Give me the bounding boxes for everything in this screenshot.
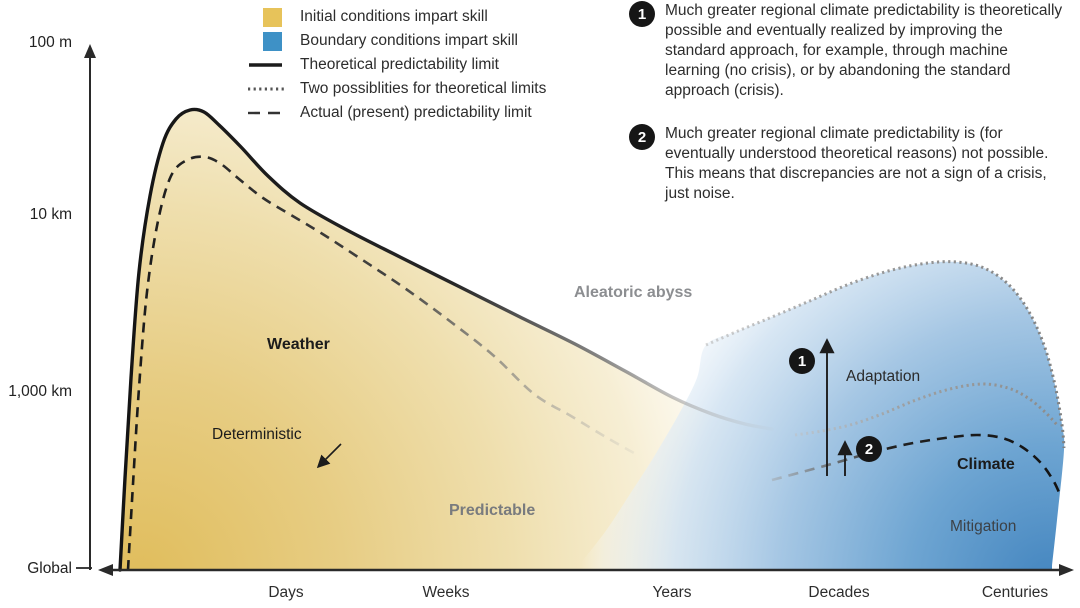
solid-line-swatch-icon (249, 63, 282, 67)
x-tick-days: Days (268, 584, 304, 601)
x-axis-left-arrowhead-icon (98, 564, 113, 576)
climate-skill-area (575, 261, 1065, 570)
weather-skill-area (120, 109, 772, 570)
chart-marker-2: 2 (856, 436, 882, 462)
climate-label: Climate (957, 456, 1015, 473)
chart-marker-1: 1 (789, 348, 815, 374)
actual-limit-climate-curve (771, 433, 1063, 498)
note-1-badge: 1 (629, 1, 655, 27)
mitigation-label: Mitigation (950, 518, 1017, 535)
y-axis-arrowhead-icon (84, 44, 96, 58)
deterministic-label: Deterministic (212, 426, 302, 443)
notes-panel: 1 Much greater regional climate predicta… (629, 1, 1079, 204)
note-2: 2 Much greater regional climate predicta… (629, 124, 1079, 204)
x-axis-right-arrowhead-icon (1059, 564, 1074, 576)
theoretical-possibility-upper-curve (705, 260, 1066, 449)
aleatoric-abyss-label: Aleatoric abyss (574, 284, 693, 301)
legend-item-two-possibilities: Two possiblities for theoretical limits (246, 77, 546, 101)
predictable-label: Predictable (449, 502, 536, 519)
blue-square-swatch-icon (263, 31, 282, 51)
legend-item-actual-limit: Actual (present) predictability limit (246, 101, 546, 125)
theoretical-limit-curve (118, 107, 774, 572)
legend: Initial conditions impart skill Boundary… (246, 5, 546, 125)
adaptation-label: Adaptation (846, 368, 921, 385)
weather-label: Weather (267, 336, 330, 353)
y-tick-global: Global (27, 560, 72, 577)
y-tick-1000km: 1,000 km (8, 383, 72, 400)
y-tick-10km: 10 km (29, 206, 72, 223)
dotted-line-swatch-icon (248, 87, 286, 91)
legend-label: Actual (present) predictability limit (300, 104, 532, 121)
x-tick-decades: Decades (808, 584, 870, 601)
dashed-line-swatch-icon (248, 111, 286, 115)
note-1-text: Much greater regional climate predictabi… (665, 2, 1063, 99)
x-tick-weeks: Weeks (422, 584, 470, 601)
legend-item-initial-conditions: Initial conditions impart skill (246, 5, 546, 29)
deterministic-arrow (316, 443, 342, 469)
x-tick-centuries: Centuries (981, 584, 1049, 601)
legend-label: Initial conditions impart skill (300, 8, 488, 25)
legend-item-boundary-conditions: Boundary conditions impart skill (246, 29, 546, 53)
note-2-badge: 2 (629, 124, 655, 150)
actual-limit-weather-curve (126, 155, 635, 571)
legend-item-theoretical-limit: Theoretical predictability limit (246, 53, 546, 77)
y-tick-100m: 100 m (28, 34, 72, 51)
note-2-text: Much greater regional climate predictabi… (665, 125, 1049, 202)
legend-label: Theoretical predictability limit (300, 56, 499, 73)
note-1: 1 Much greater regional climate predicta… (629, 1, 1079, 101)
legend-label: Two possiblities for theoretical limits (300, 80, 547, 97)
yellow-square-swatch-icon (263, 7, 282, 27)
legend-label: Boundary conditions impart skill (300, 32, 518, 49)
x-tick-years: Years (652, 584, 692, 601)
